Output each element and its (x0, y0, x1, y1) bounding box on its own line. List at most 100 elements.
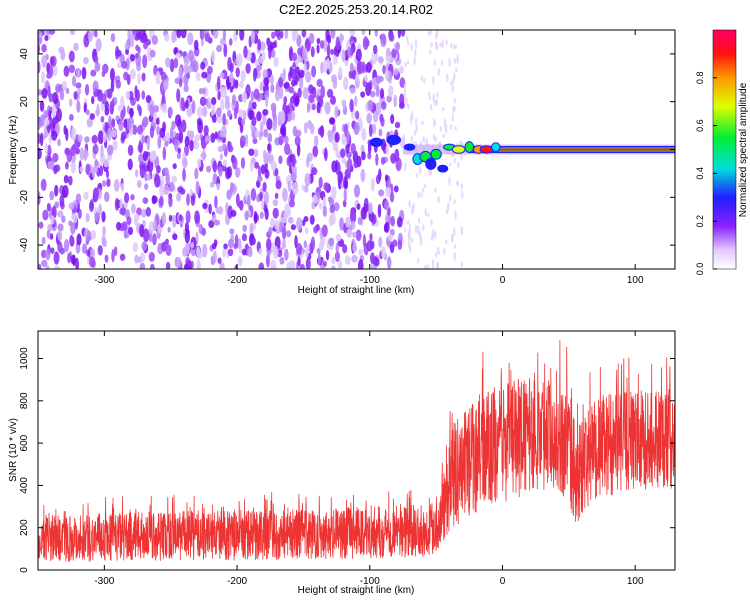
spectrogram-cell (382, 64, 386, 75)
spectrogram-cell (356, 203, 361, 210)
spectrogram-cell (204, 135, 212, 142)
spectrogram-cell (377, 203, 382, 218)
spectrogram-cell (337, 260, 343, 269)
spectrogram-cell (125, 90, 131, 100)
spectrogram-cell (237, 201, 244, 209)
spectrogram-cell (421, 120, 424, 126)
spectrogram-cell (448, 57, 451, 68)
spectrogram-cell (316, 78, 323, 88)
spectrogram-cell (152, 233, 157, 246)
spectrogram-cell (151, 35, 158, 45)
spectrogram-cell (111, 99, 115, 109)
y-tick-label: -20 (19, 190, 30, 205)
spectrogram-cell (437, 67, 441, 76)
spectrogram-cell (168, 181, 175, 192)
spectrogram-cell (123, 71, 129, 81)
spectrogram-cell (331, 74, 338, 83)
colorbar-gradient (712, 29, 737, 270)
spectrogram-cell (309, 214, 315, 225)
spectrogram-cell (194, 134, 201, 141)
spectrogram-cell (275, 179, 282, 190)
spectrogram-cell (346, 158, 353, 172)
spectrogram-cell (408, 243, 412, 254)
spectrogram-cell (81, 67, 87, 80)
spectrogram-cell (291, 79, 296, 87)
spectrogram-cell (154, 174, 161, 188)
spectrogram-cell (211, 97, 217, 106)
spectrogram-cell (85, 213, 90, 223)
spectrogram-cell (355, 48, 362, 62)
y-tick-label: 200 (19, 519, 30, 536)
spectrogram-cell (227, 145, 234, 153)
spectrogram-cell (406, 35, 409, 42)
spectrogram-cell (254, 129, 260, 138)
spectrogram-cell (431, 258, 435, 269)
spectrogram-cell (429, 49, 432, 55)
spectrogram-cell (174, 47, 178, 55)
spectrogram-cell (453, 157, 457, 164)
spectrogram-cell (374, 30, 378, 37)
spectrogram-cell (264, 94, 269, 108)
spectrogram-cell (224, 95, 230, 105)
spectrogram-cell (101, 210, 106, 223)
spectrogram-cell (227, 238, 234, 249)
spectrogram-cell (369, 90, 376, 98)
spectrogram-cell (435, 251, 438, 258)
spectrogram-cell (240, 118, 246, 126)
spectrogram-cell (417, 191, 420, 199)
spectrogram-cell (441, 39, 444, 49)
spectrogram-cell (364, 38, 370, 47)
spectrogram-cell (199, 96, 207, 107)
spectrogram-cell (327, 129, 333, 138)
spectrogram-cell (47, 144, 52, 158)
spectrogram-cell (211, 114, 217, 124)
spectrogram-cell (417, 217, 421, 224)
spectrogram-cell (436, 30, 439, 37)
spectrogram-cell (212, 30, 219, 39)
spectrogram-cell (67, 252, 71, 264)
spectrogram-cell (250, 30, 256, 44)
spectrogram-cell (161, 241, 167, 252)
spectrogram-cell (385, 186, 392, 197)
spectrogram-cell (290, 224, 297, 231)
spectrogram-cell (430, 219, 433, 227)
spectrogram-cell (432, 75, 435, 86)
spectrogram-cell (379, 88, 385, 99)
spectrogram-cell (460, 183, 464, 191)
spectrogram-cell (374, 257, 380, 267)
spectrogram-cell (417, 224, 420, 235)
spectrogram-cell (86, 117, 93, 128)
spectrogram-cell (92, 143, 99, 155)
spectrogram-cell (212, 250, 217, 264)
spectrogram-cell (219, 72, 225, 79)
spectrogram-cell (308, 94, 315, 104)
spectrogram-cell (352, 240, 357, 254)
spectrogram-cell (195, 180, 200, 195)
spectrogram-cell (222, 248, 226, 258)
spectrogram-cell (291, 68, 297, 81)
spectrogram-cell (39, 132, 44, 147)
spectrogram-marks (38, 30, 675, 269)
spectrogram-cell (367, 152, 372, 160)
spectrogram-cell (127, 144, 134, 156)
spectrogram-cell (52, 65, 58, 77)
spectrogram-cell (111, 249, 115, 263)
spectrogram-cell (109, 68, 115, 82)
spectrogram-cell (264, 207, 269, 220)
spectrogram-cell (129, 53, 136, 62)
spectrogram-cell (52, 92, 59, 104)
spectrogram-cell (227, 248, 234, 257)
spectrogram-cell (281, 239, 286, 250)
spectrogram-cell (239, 80, 244, 89)
spectrogram-cell (422, 135, 425, 144)
spectrogram-cell (59, 247, 65, 255)
spectrogram-cell (280, 123, 287, 138)
spectrogram-cell (286, 230, 292, 238)
spectrogram-cell (68, 64, 75, 74)
spectrogram-cell (41, 44, 47, 53)
spectrogram-cell (443, 247, 446, 256)
spectrogram-cell (250, 157, 257, 164)
spectrogram-cell (259, 191, 263, 202)
spectrogram-cell (40, 178, 47, 191)
